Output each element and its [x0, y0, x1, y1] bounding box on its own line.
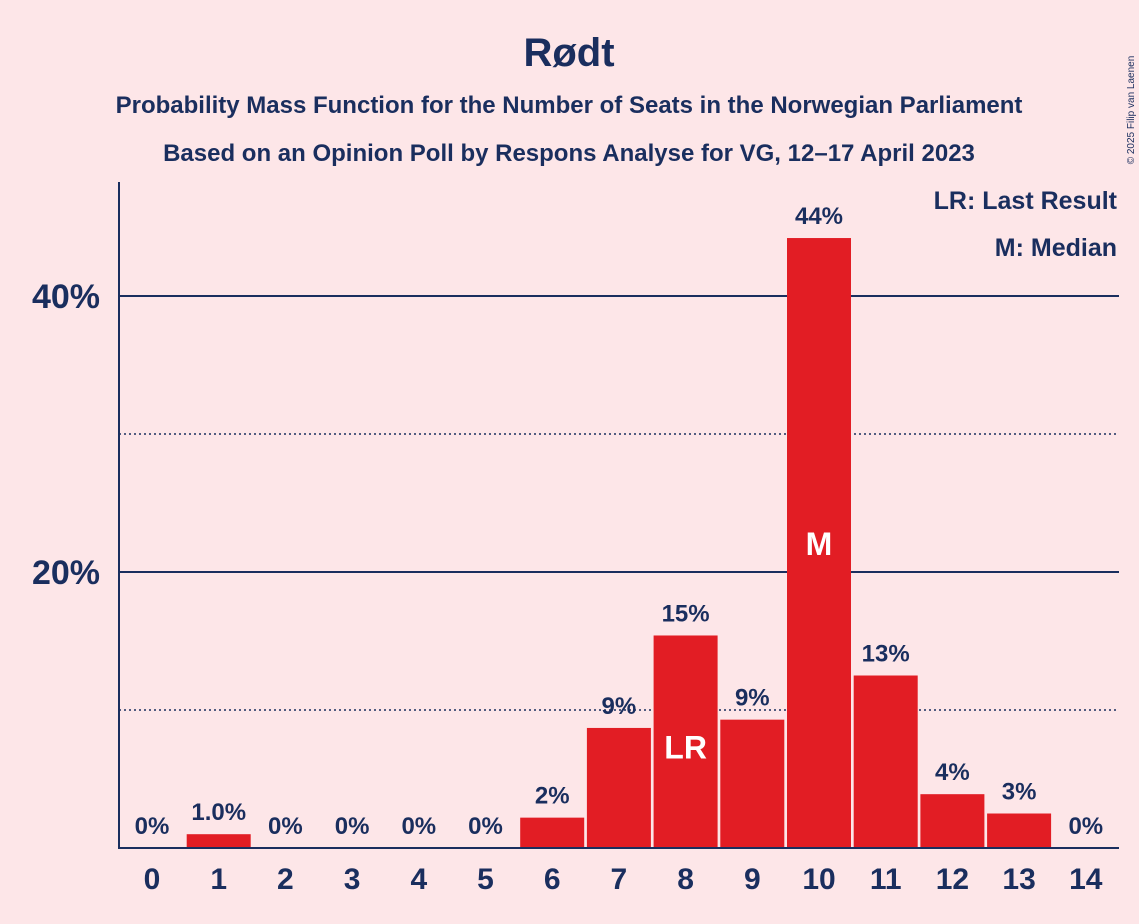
x-tick-label: 14: [1069, 863, 1103, 896]
x-tick-label: 10: [802, 863, 835, 896]
y-tick-label: 20%: [32, 554, 100, 592]
bar-value-label: 0%: [268, 813, 303, 840]
bar-value-label: 0%: [1068, 813, 1103, 840]
bar-seat-11: [853, 675, 918, 848]
x-tick-label: 1: [210, 863, 227, 896]
gridlines: [119, 295, 1119, 711]
bar-value-label: 0%: [401, 813, 436, 840]
x-tick-label: 4: [410, 863, 427, 896]
x-tick-label: 5: [477, 863, 494, 896]
bar-value-label: 1.0%: [191, 799, 246, 826]
bar-value-label: 9%: [602, 693, 637, 720]
x-tick-label: 12: [936, 863, 969, 896]
bar-value-label: 15%: [662, 600, 710, 627]
bar-value-label: 0%: [468, 813, 503, 840]
x-tick-label: 6: [544, 863, 561, 896]
x-tick-label: 8: [677, 863, 694, 896]
bar-seat-8: [653, 635, 718, 848]
chart-title: Rødt: [523, 31, 614, 75]
bar-value-label: 0%: [335, 813, 370, 840]
x-tick-label: 13: [1002, 863, 1035, 896]
bar-value-labels: 0% 1.0% 0% 0% 0% 0% 2% 9% 15% 9% 44% 13% 4% 3% 0%: [135, 203, 1103, 840]
bar-value-label: 3%: [1002, 779, 1037, 806]
bar-seat-1: [186, 834, 251, 848]
bar-markers: LR M: [664, 526, 832, 765]
chart-subtitle-1: Probability Mass Function for the Number…: [116, 92, 1023, 119]
x-tick-label: 3: [344, 863, 361, 896]
bar-value-label: 44%: [795, 203, 843, 230]
y-axis-ticks: 20% 40%: [32, 278, 100, 592]
x-axis-ticks: 0 1 2 3 4 5 6 7 8 9 10 11 12 13 14: [144, 863, 1103, 896]
bars: [186, 238, 1052, 849]
bar-seat-13: [987, 813, 1052, 848]
bar-value-label: 4%: [935, 759, 970, 786]
x-tick-label: 2: [277, 863, 294, 896]
copyright-notice: © 2025 Filip van Laenen: [1126, 56, 1137, 165]
last-result-marker: LR: [664, 729, 707, 765]
legend-item: LR: Last Result: [934, 187, 1118, 215]
bar-seat-10: [787, 238, 851, 849]
bar-seat-6: [520, 817, 585, 848]
chart-subtitle-2: Based on an Opinion Poll by Respons Anal…: [163, 140, 975, 167]
bar-seat-12: [920, 794, 985, 848]
x-tick-label: 9: [744, 863, 761, 896]
bar-value-label: 9%: [735, 685, 770, 712]
x-tick-label: 7: [611, 863, 628, 896]
x-tick-label: 0: [144, 863, 161, 896]
y-tick-label: 40%: [32, 278, 100, 316]
bar-value-label: 0%: [135, 813, 170, 840]
legend-item: M: Median: [995, 234, 1117, 262]
bar-value-label: 13%: [862, 641, 910, 668]
legend: LR: Last Result M: Median: [934, 187, 1118, 262]
median-marker: M: [806, 526, 833, 562]
bar-seat-7: [586, 727, 651, 848]
bar-seat-9: [720, 719, 785, 848]
bar-value-label: 2%: [535, 783, 570, 810]
x-tick-label: 11: [870, 863, 902, 896]
